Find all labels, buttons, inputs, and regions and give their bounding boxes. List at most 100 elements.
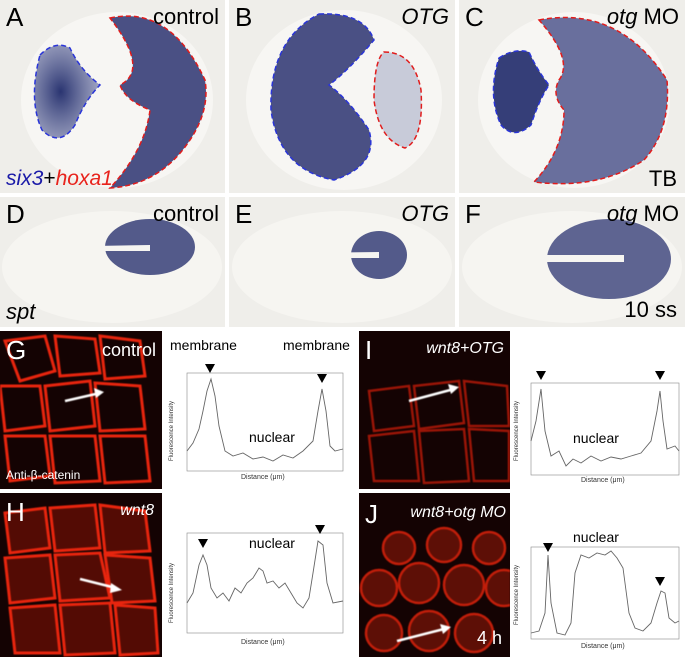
marker-label-top: six3+hoxa1 — [6, 168, 113, 189]
panel-i-cells — [367, 379, 510, 485]
arrow-head — [110, 583, 122, 593]
peak-marker — [317, 374, 327, 383]
plot-i-mid: nuclear — [573, 430, 619, 446]
six3-domain — [34, 45, 100, 138]
panel-h-letter: H — [6, 497, 25, 527]
panel-j: J wnt8+otg MO 4 h — [359, 493, 510, 657]
plot-h-mid: nuclear — [249, 535, 295, 551]
panel-g-antibody: Anti-β-catenin — [6, 468, 81, 482]
midline — [489, 255, 624, 262]
plot-j: nuclear Fluorescence Intensity Distance … — [511, 493, 685, 657]
intensity-trace — [186, 377, 344, 462]
panel-b-letter: B — [235, 2, 253, 32]
panel-i-label: wnt8+OTG — [426, 340, 504, 357]
cell-membranes — [0, 334, 152, 485]
panel-d-embryo — [2, 211, 222, 323]
midline — [299, 252, 379, 258]
panel-c-view: TB — [648, 166, 677, 191]
plot-h: nuclear Fluorescence Intensity Distance … — [163, 493, 355, 657]
panel-a: A control six3+hoxa1 — [0, 0, 225, 193]
panel-a-label: control — [152, 4, 219, 29]
plot-i-xlabel: Distance (μm) — [581, 477, 625, 484]
panel-e-embryo — [232, 211, 452, 323]
plot-g-ylabel: Fluorescence Intensity — [169, 400, 175, 461]
panel-b-embryo — [246, 10, 442, 190]
peak-marker — [198, 539, 208, 548]
plot-j-ylabel: Fluorescence Intensity — [514, 564, 520, 625]
arrow-line — [396, 627, 445, 643]
panel-j-time: 4 h — [476, 628, 502, 648]
panel-h: H wnt8 — [0, 493, 162, 657]
plot-g-title-right: membrane — [283, 337, 350, 353]
panel-f: F otg MO 10 ss — [459, 197, 685, 327]
peak-marker — [205, 364, 215, 373]
panel-d-label: control — [152, 201, 219, 226]
panel-g: G control Anti-β-catenin — [0, 331, 162, 489]
arrow-head — [94, 388, 104, 398]
six3-outline — [33, 44, 102, 139]
arrow-head — [440, 624, 451, 634]
midline — [40, 245, 150, 251]
cell-membranes — [359, 526, 510, 654]
hoxa1-domain — [534, 17, 668, 184]
arrow-head — [448, 384, 459, 394]
panel-c-embryo — [478, 12, 670, 188]
arrow-line — [79, 577, 117, 590]
panel-f-stage: 10 ss — [624, 297, 677, 322]
plot-i-ylabel: Fluorescence Intensity — [514, 400, 520, 461]
intensity-trace — [186, 540, 344, 609]
peak-marker — [536, 371, 546, 380]
panel-j-cells — [359, 526, 510, 654]
panel-d-marker: spt — [6, 299, 36, 324]
panel-h-label: wnt8 — [120, 502, 154, 519]
six3-domain — [270, 13, 374, 180]
embryo-body — [232, 211, 452, 323]
marker-six3: six3 — [6, 167, 44, 190]
plot-i-chart — [530, 371, 680, 476]
panel-e: E OTG — [229, 197, 455, 327]
panel-e-label: OTG — [401, 201, 449, 226]
plot-g-mid: nuclear — [249, 429, 295, 445]
hoxa1-domain — [110, 16, 206, 189]
intensity-trace — [530, 388, 680, 467]
panel-c-letter: C — [465, 2, 484, 32]
plot-g-title-left: membrane — [170, 337, 237, 353]
plot-g-xlabel: Distance (μm) — [241, 474, 285, 481]
peak-marker — [655, 577, 665, 586]
plot-g: membrane membrane nuclear Fluorescence I… — [163, 331, 355, 489]
panel-j-letter: J — [365, 499, 378, 529]
panel-g-label: control — [101, 340, 156, 360]
panel-a-letter: A — [6, 2, 24, 32]
panel-f-label: otg MO — [607, 203, 679, 225]
peak-marker — [543, 543, 553, 552]
panel-f-label-italic: otg — [606, 201, 638, 226]
hoxa1-outline — [532, 16, 669, 185]
plot-j-xlabel: Distance (μm) — [581, 643, 625, 650]
panel-c-label-rest: MO — [637, 4, 679, 29]
panel-g-letter: G — [6, 335, 27, 365]
panel-e-letter: E — [235, 199, 253, 229]
marker-hoxa1: hoxa1 — [55, 167, 113, 190]
plot-h-chart — [186, 525, 344, 634]
plot-g-chart — [186, 364, 344, 472]
panel-f-label-rest: MO — [637, 201, 679, 226]
peak-marker — [315, 525, 325, 534]
peak-marker — [655, 371, 665, 380]
arrow-line — [64, 391, 101, 403]
panel-c-label: otg MO — [607, 6, 679, 28]
plot-h-xlabel: Distance (μm) — [241, 639, 285, 646]
panel-a-embryo — [21, 12, 213, 189]
cell-membranes — [367, 379, 510, 485]
arrow-line — [408, 387, 455, 403]
plot-j-chart — [530, 543, 680, 640]
plot-j-mid: nuclear — [573, 529, 619, 545]
panel-d: D control spt — [0, 197, 225, 327]
six3-outline — [270, 13, 375, 181]
panel-g-cells — [0, 334, 152, 485]
marker-plus: + — [43, 167, 56, 190]
hoxa1-domain — [374, 52, 422, 148]
panel-b-label: OTG — [401, 4, 449, 29]
plot-i: nuclear Fluorescence Intensity Distance … — [511, 331, 685, 489]
panel-j-label: wnt8+otg MO — [410, 504, 506, 521]
cell-membranes — [3, 503, 160, 657]
